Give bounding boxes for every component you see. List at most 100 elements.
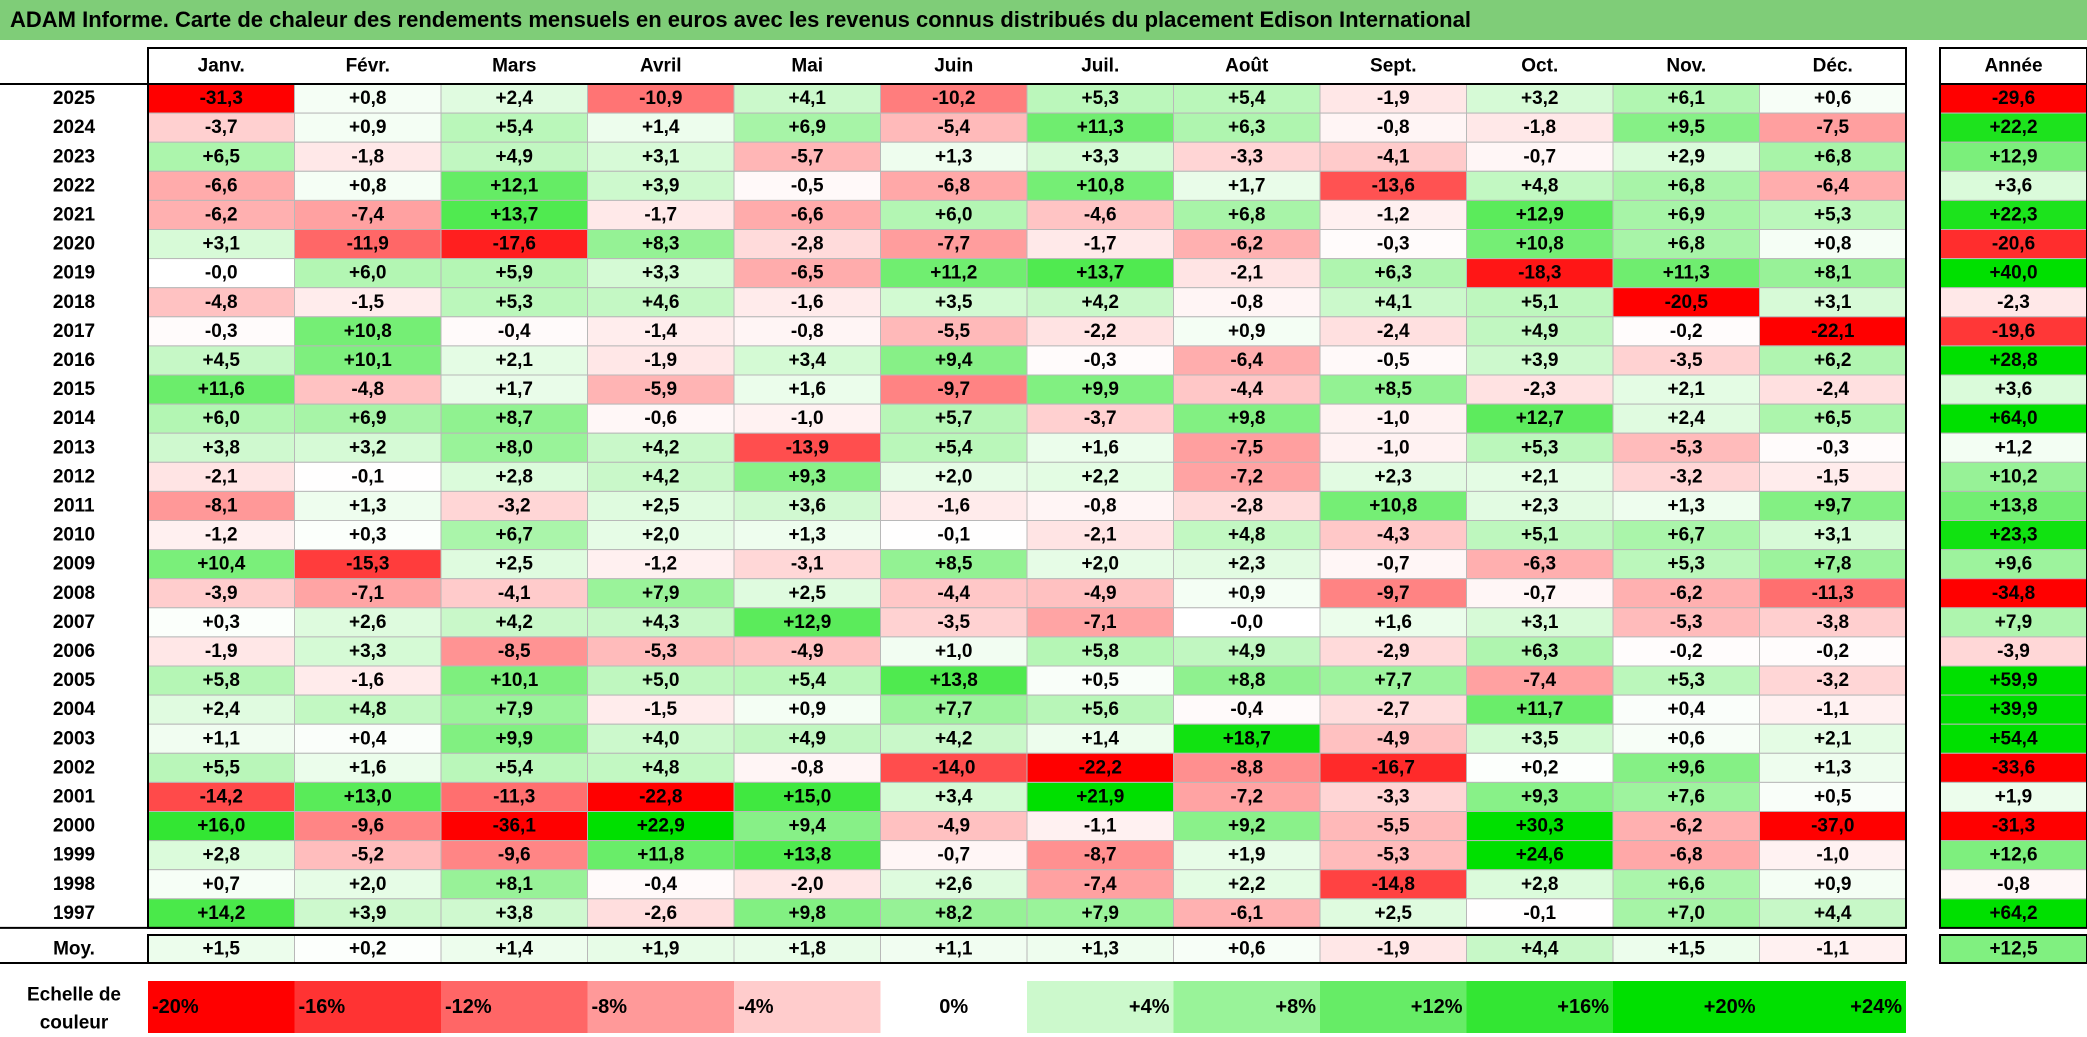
cell-label-2019-1: -0,0 [205,263,238,284]
cell-label-2021-1: -6,2 [205,204,238,225]
heatmap-cell-2013-11 [1612,432,1760,463]
heatmap-cell-2020-3 [440,229,588,260]
cell-label-2024-4: +1,4 [642,117,680,138]
heatmap-cell-1997-11 [1612,898,1760,929]
heatmap-cell-2007-6 [880,607,1028,638]
cell-label-1998-2: +2,0 [349,874,387,895]
heatmap-cell-2008-6 [880,578,1028,609]
cell-label-2009-9: -0,7 [1377,554,1410,575]
heatmap-cell-2006-1 [147,636,295,667]
annual-label-2002: -33,6 [1992,757,2035,778]
annual-cell-2009 [1939,549,2087,580]
heatmap-cell-2004-12 [1759,694,1907,725]
scale-label-line-2: couleur [40,1013,109,1034]
average-label-6: +1,1 [935,939,973,960]
heatmap-cell-2011-10 [1466,490,1614,521]
cell-label-2009-5: -3,1 [791,554,824,575]
heatmap-cell-2024-11 [1612,112,1760,143]
cell-label-1997-11: +7,0 [1667,903,1705,924]
cell-label-2020-10: +10,8 [1516,234,1564,255]
heatmap-cell-2017-8 [1173,316,1321,347]
row-year-2002: 2002 [53,757,95,778]
heatmap-cell-2002-9 [1319,752,1467,783]
heatmap-cell-2014-12 [1759,403,1907,434]
cell-label-2022-7: +10,8 [1076,175,1124,196]
row-year-2005: 2005 [53,670,96,691]
cell-label-2002-6: -14,0 [932,757,975,778]
cell-label-2004-2: +4,8 [349,699,387,720]
heatmap-cell-2025-10 [1466,83,1614,114]
cell-label-2011-4: +2,5 [642,495,680,516]
heatmap-cell-2006-10 [1466,636,1614,667]
heatmap-cell-2014-2 [294,403,442,434]
average-cell-2 [294,934,442,964]
annual-label-2013: +1,2 [1995,437,2033,458]
heatmap-cell-2008-10 [1466,578,1614,609]
annual-label-2001: +1,9 [1995,786,2033,807]
heatmap-cell-2006-11 [1612,636,1760,667]
cell-label-2012-9: +2,3 [1374,466,1412,487]
heatmap-cell-2015-9 [1319,374,1467,405]
heatmap-cell-2015-1 [147,374,295,405]
scale-label-1: -20% [152,996,199,1018]
chart-title: ADAM Informe. Carte de chaleur des rende… [0,0,2087,40]
cell-label-2003-4: +4,0 [642,728,680,749]
heatmap-cell-2005-7 [1026,665,1174,696]
cell-label-2003-1: +1,1 [202,728,240,749]
cell-label-2012-12: -1,5 [1816,466,1849,487]
cell-label-2011-5: +3,6 [788,495,826,516]
cell-label-2009-1: +10,4 [197,554,246,575]
average-annual-cell [1939,934,2087,964]
cell-label-2019-7: +13,7 [1076,263,1124,284]
heatmap-cell-2015-7 [1026,374,1174,405]
column-header-9: Sept. [1370,56,1416,77]
cell-label-2002-11: +9,6 [1667,757,1705,778]
heatmap-cell-2013-10 [1466,432,1614,463]
cell-label-2016-11: -3,5 [1670,350,1703,371]
cell-label-2010-1: -1,2 [205,525,238,546]
heatmap-cell-1998-10 [1466,869,1614,900]
heatmap-cell-2021-5 [733,199,881,230]
heatmap-cell-2001-3 [440,781,588,813]
annual-label-2012: +10,2 [1989,466,2037,487]
annual-header: Année [1984,56,2042,77]
cell-label-2009-11: +5,3 [1667,554,1705,575]
cell-label-2002-12: +1,3 [1814,757,1852,778]
heatmap-cell-2020-10 [1466,229,1614,260]
cell-label-2018-9: +4,1 [1374,292,1412,313]
cell-label-2018-7: +4,2 [1081,292,1119,313]
cell-label-2017-8: +0,9 [1228,321,1266,342]
row-year-2022: 2022 [53,175,95,196]
heatmap-cell-2002-7 [1026,752,1174,783]
cell-label-2003-9: -4,9 [1377,728,1410,749]
heatmap-cell-2001-4 [587,781,735,813]
cell-label-2017-5: -0,8 [791,321,824,342]
cell-label-2021-2: -7,4 [351,204,384,225]
row-year-2020: 2020 [53,234,95,255]
cell-label-2015-9: +8,5 [1374,379,1412,400]
scale-label-9: +12% [1411,996,1463,1018]
cell-label-2025-6: -10,2 [932,88,975,109]
heatmap-cell-2017-9 [1319,316,1467,347]
cell-label-2004-3: +7,9 [495,699,533,720]
cell-label-2001-10: +9,3 [1521,786,1559,807]
annual-label-2016: +28,8 [1989,350,2037,371]
cell-label-2000-2: -9,6 [351,816,384,837]
heatmap-cell-2006-7 [1026,636,1174,667]
cell-label-2018-8: -0,8 [1230,292,1263,313]
scale-swatch-7 [1027,981,1174,1033]
heatmap-cell-2007-8 [1173,607,1321,638]
scale-swatch-10 [1466,981,1613,1033]
cell-label-2025-1: -31,3 [200,88,243,109]
cell-label-2000-11: -6,2 [1670,816,1703,837]
cell-label-2023-1: +6,5 [202,146,240,167]
cell-label-2005-12: -3,2 [1816,670,1849,691]
cell-label-2020-7: -1,7 [1084,234,1117,255]
annual-label-2000: -31,3 [1992,816,2035,837]
row-year-2016: 2016 [53,350,95,371]
cell-label-2015-6: -9,7 [937,379,970,400]
annual-cell-2006 [1939,636,2087,667]
cell-label-2020-12: +0,8 [1814,234,1852,255]
heatmap-cell-2015-3 [440,374,588,405]
average-label-4: +1,9 [642,939,680,960]
